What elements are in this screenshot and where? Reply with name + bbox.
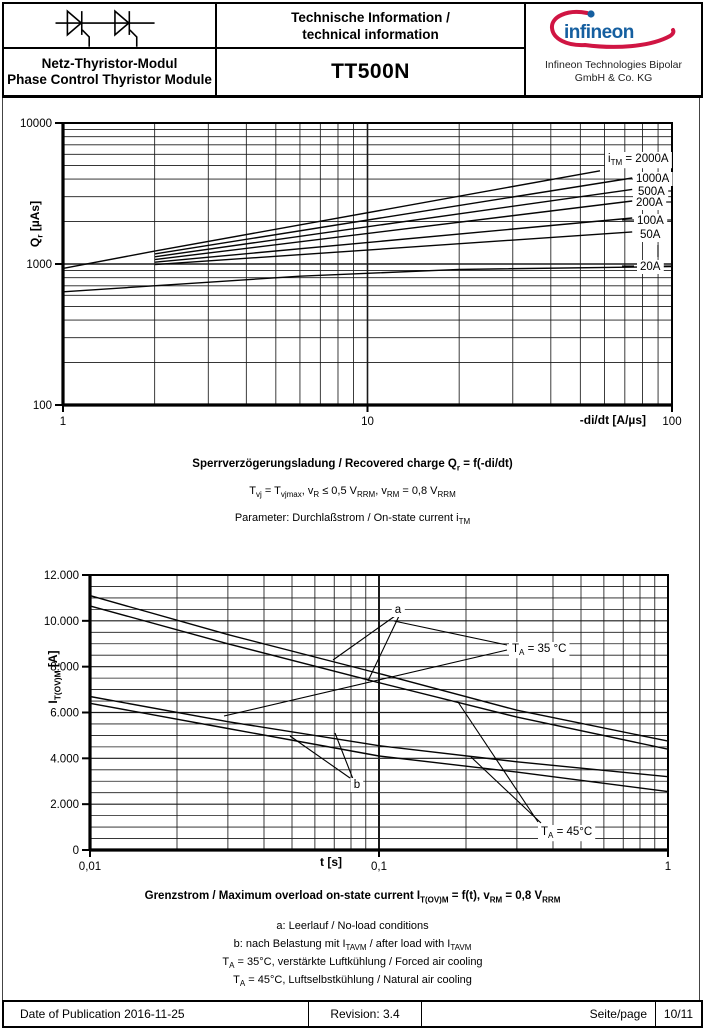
- infineon-logo: infineon: [549, 10, 675, 49]
- footer-page-value: 10/11: [663, 1007, 694, 1021]
- top-chart-caption-title: Sperrverzögerungsladung / Recovered char…: [192, 458, 513, 473]
- part-number: TT500N: [217, 49, 526, 95]
- product-title: Netz-Thyristor-Modul Phase Control Thyri…: [4, 49, 217, 95]
- bottom-chart-caption-title: Grenzstrom / Maximum overload on-state c…: [144, 890, 561, 905]
- thyristor-symbols: [55, 9, 155, 47]
- footer-page-label: Seite/page: [422, 1002, 656, 1026]
- logo-swoosh: [549, 10, 675, 49]
- bottom-chart-caption-b: b: nach Belastung mit ITAVM / after load…: [233, 938, 472, 953]
- product-line1: Netz-Thyristor-Modul: [41, 56, 178, 71]
- footer-revision: Revision: 3.4: [309, 1002, 422, 1026]
- doc-title: Technische Information / technical infor…: [217, 4, 526, 49]
- bottom-chart-caption-35c: TA = 35°C, verstärkte Luftkühlung / Forc…: [222, 956, 483, 971]
- doc-title-line1: Technische Information /: [291, 9, 450, 25]
- doc-title-line2: technical information: [302, 26, 439, 42]
- header-table: Technische Information / technical infor…: [2, 2, 703, 98]
- logo-dot: [586, 10, 595, 18]
- bottom-chart-caption-45c: TA = 45°C, Luftselbstkühlung / Natural a…: [233, 974, 472, 989]
- logo-wordmark: infineon: [564, 22, 634, 43]
- footer-date: Date of Publication 2016-11-25: [4, 1002, 309, 1026]
- company-line1: Infineon Technologies Bipolar: [545, 59, 682, 71]
- product-line2: Phase Control Thyristor Module: [7, 72, 212, 87]
- top-chart-caption-parameter: Parameter: Durchlaßstrom / On-state curr…: [234, 512, 471, 527]
- header-symbol-cell: [4, 4, 217, 49]
- bottom-chart-caption-a: a: Leerlauf / No-load conditions: [276, 920, 429, 932]
- header-logo-cell: infineon Infineon Technologies Bipolar G…: [526, 4, 701, 95]
- footer-table: Date of Publication 2016-11-25 Revision:…: [2, 1000, 703, 1028]
- top-chart-caption-conditions: Tvj = Tvjmax, vR ≤ 0,5 VRRM, vRM = 0,8 V…: [249, 485, 456, 500]
- company-line2: GmbH & Co. KG: [574, 72, 653, 84]
